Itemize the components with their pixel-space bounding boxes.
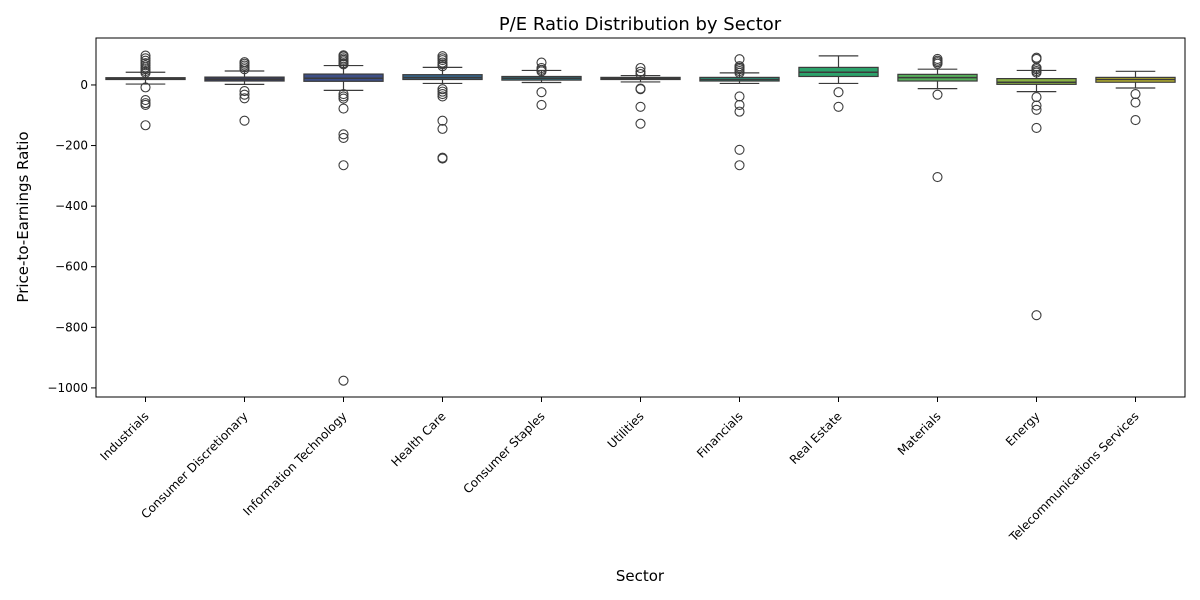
box-telecommunications-services [1095, 70, 1176, 126]
outlier-point [338, 93, 349, 104]
outlier-point [338, 129, 349, 140]
outlier-point [734, 106, 745, 117]
outlier-point [437, 61, 448, 72]
outlier-point [437, 86, 448, 97]
outlier-point [635, 84, 646, 95]
outlier-point [635, 69, 646, 80]
outlier-point [338, 88, 349, 100]
outlier-point [734, 91, 745, 102]
outlier-point [239, 85, 250, 97]
outlier-point [437, 115, 448, 126]
iqr-box [996, 77, 1077, 85]
y-tick-label: −400 [55, 199, 88, 213]
outlier-point [635, 66, 646, 77]
outlier-point [1130, 115, 1141, 126]
outlier-point [437, 91, 448, 102]
box-materials [897, 53, 978, 183]
outlier-point [734, 160, 745, 171]
box-industrials [105, 50, 186, 131]
outlier-point [536, 66, 547, 77]
x-tick-label: Utilities [605, 409, 647, 451]
y-tick-label: −200 [55, 139, 88, 153]
outlier-point [239, 93, 250, 104]
outlier-point [635, 62, 646, 74]
outlier-point [338, 160, 349, 171]
box-real-estate [798, 55, 879, 112]
outlier-point [140, 67, 151, 78]
x-tick-label: Consumer Discretionary [138, 409, 250, 521]
outlier-point [1031, 92, 1042, 103]
y-tick-label: −1000 [47, 381, 88, 395]
outlier-point [734, 99, 745, 111]
outlier-point [140, 99, 151, 111]
outlier-point [635, 101, 646, 112]
outlier-point [932, 172, 943, 183]
box-information-technology [303, 50, 384, 386]
outlier-point [239, 89, 250, 100]
outlier-point [437, 55, 448, 66]
x-tick-label: Industrials [98, 409, 152, 463]
outlier-point [635, 118, 646, 129]
y-tick-label: −800 [55, 320, 88, 334]
outlier-point [833, 87, 844, 98]
outlier-point [239, 115, 250, 126]
outlier-point [140, 95, 151, 106]
y-axis-label: Price-to-Earnings Ratio [14, 131, 32, 302]
outlier-point [932, 89, 943, 100]
x-tick-label: Real Estate [787, 409, 845, 467]
x-tick-label: Financials [694, 409, 745, 460]
x-tick-label: Information Technology [240, 409, 349, 518]
outlier-point [437, 84, 448, 95]
outlier-point [437, 88, 448, 100]
outlier-point [338, 375, 349, 386]
box-utilities [600, 62, 681, 129]
outlier-point [1031, 104, 1042, 115]
outlier-point [1031, 100, 1042, 111]
outlier-point [1031, 310, 1042, 321]
chart-title: P/E Ratio Distribution by Sector [499, 14, 782, 35]
y-axis: 0 −200 −400 −600 −800 −1000 [47, 78, 96, 395]
outlier-point [1031, 122, 1042, 134]
outlier-point [437, 123, 448, 134]
outlier-point [734, 67, 745, 78]
outlier-point [536, 99, 547, 111]
box-financials [699, 54, 780, 171]
outlier-point [1031, 67, 1042, 78]
outlier-point [338, 132, 349, 144]
x-tick-label: Health Care [389, 409, 449, 469]
outlier-point [140, 50, 151, 61]
outlier-point [1130, 88, 1141, 100]
outlier-point [140, 120, 151, 131]
outlier-point [140, 82, 151, 93]
box-health-care [402, 51, 483, 164]
outlier-point [932, 58, 943, 69]
x-axis-label: Sector [616, 567, 665, 585]
x-tick-label: Energy [1003, 409, 1043, 449]
outlier-point [734, 144, 745, 155]
x-tick-label: Consumer Staples [460, 409, 547, 496]
x-tick-label: Materials [895, 409, 944, 458]
outlier-point [1130, 97, 1141, 108]
boxes-group [105, 50, 1176, 386]
box-consumer-discretionary [204, 57, 285, 126]
box-consumer-staples [501, 57, 582, 111]
box-energy [996, 52, 1077, 321]
outlier-point [239, 64, 250, 75]
outlier-point [536, 87, 547, 98]
outlier-point [833, 101, 844, 112]
y-tick-label: −600 [55, 260, 88, 274]
outlier-point [338, 103, 349, 114]
outlier-point [338, 59, 349, 70]
outlier-point [437, 153, 448, 164]
y-tick-label: 0 [80, 78, 88, 92]
